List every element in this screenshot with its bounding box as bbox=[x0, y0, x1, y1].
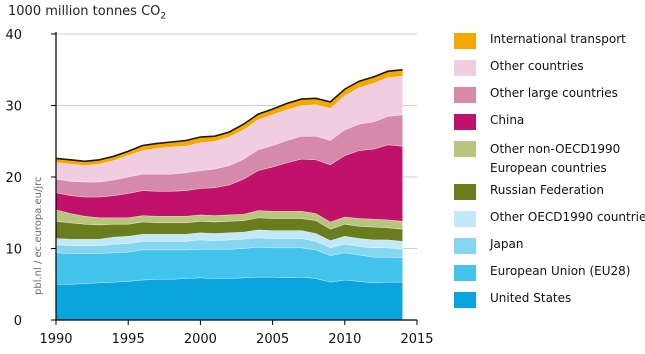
x-tick-label-1995: 1995 bbox=[112, 332, 145, 347]
y-tick-label-30: 30 bbox=[5, 100, 22, 115]
legend-swatch bbox=[454, 292, 476, 308]
x-tick-label-2000: 2000 bbox=[184, 332, 217, 347]
legend-label: Other large countries bbox=[490, 86, 618, 100]
legend-swatch bbox=[454, 265, 476, 281]
x-tick-label-2010: 2010 bbox=[328, 332, 361, 347]
legend-swatch bbox=[454, 114, 476, 130]
legend-swatch bbox=[454, 141, 476, 157]
total-outline bbox=[55, 69, 403, 163]
legend-label: Japan bbox=[490, 237, 524, 251]
area-united-states bbox=[55, 276, 403, 321]
legend-label: International transport bbox=[490, 32, 626, 46]
legend-label: United States bbox=[490, 291, 572, 305]
source-watermark: pbl.nl / ec.europa.eu/jrc bbox=[33, 176, 44, 295]
y-tick-label-20: 20 bbox=[5, 171, 22, 186]
legend-swatch bbox=[454, 184, 476, 200]
unit-label-subscript: 2 bbox=[160, 11, 167, 22]
legend-swatch bbox=[454, 60, 476, 76]
legend-swatch bbox=[454, 87, 476, 103]
y-axis-unit-label: 1000 million tonnes CO2 bbox=[8, 4, 166, 22]
x-tick-label-2015: 2015 bbox=[400, 332, 433, 347]
x-tick-label-2005: 2005 bbox=[256, 332, 289, 347]
legend-label: Other countries bbox=[490, 59, 584, 73]
legend-swatch bbox=[454, 33, 476, 49]
unit-label-text: 1000 million tonnes CO bbox=[8, 4, 161, 19]
y-tick-label-40: 40 bbox=[5, 28, 22, 43]
legend-label: Other non-OECD1990 European countries bbox=[490, 142, 621, 175]
legend-swatch bbox=[454, 211, 476, 227]
legend-label: China bbox=[490, 113, 525, 127]
x-tick-label-1990: 1990 bbox=[39, 332, 72, 347]
y-tick-label-0: 0 bbox=[14, 314, 22, 329]
legend-swatch bbox=[454, 238, 476, 254]
legend-label: European Union (EU28) bbox=[490, 264, 631, 278]
legend-label: Russian Federation bbox=[490, 183, 604, 197]
legend-label: Other OECD1990 countries bbox=[490, 210, 645, 224]
y-tick-label-10: 10 bbox=[5, 243, 22, 258]
